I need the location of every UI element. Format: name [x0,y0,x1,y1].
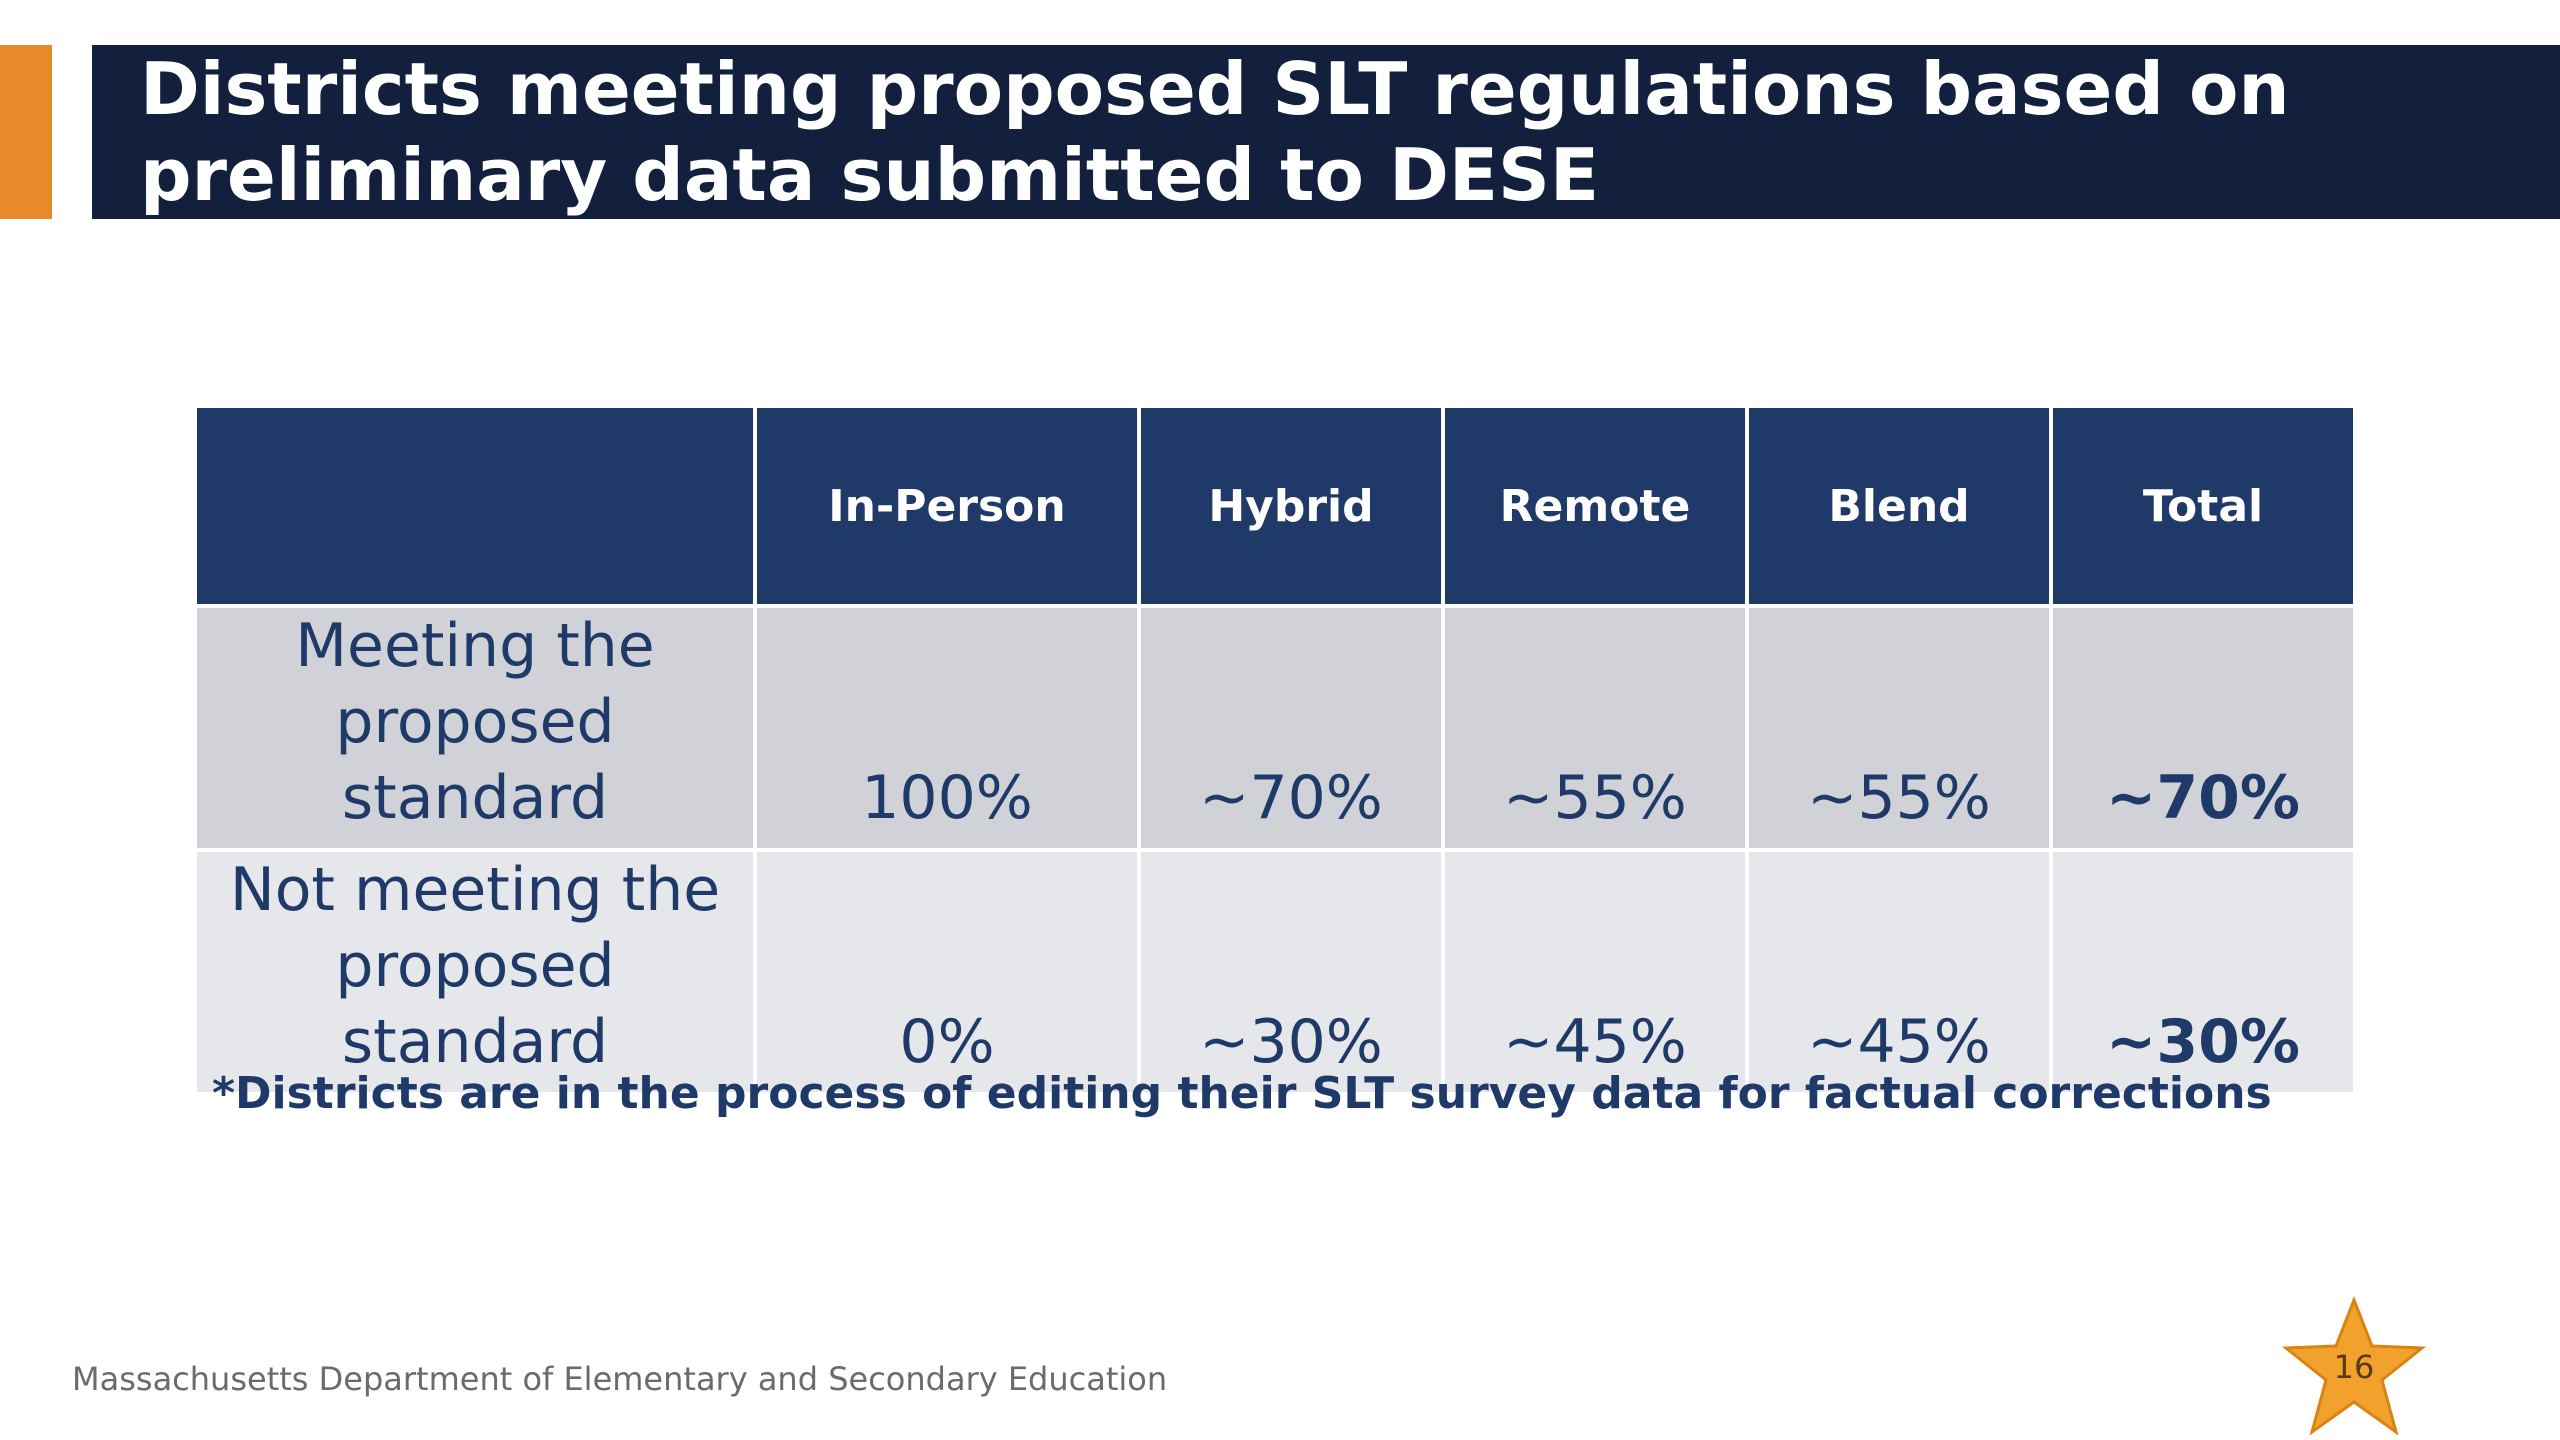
slide-title: Districts meeting proposed SLT regulatio… [140,47,2290,217]
slt-data-table: In-Person Hybrid Remote Blend Total Meet… [193,404,2357,1096]
star-icon [2281,1296,2427,1436]
row-label-meeting: Meeting the proposed standard [197,608,753,848]
footnote: *Districts are in the process of editing… [212,1068,2272,1119]
title-banner: Districts meeting proposed SLT regulatio… [92,45,2560,219]
page-number-badge: 16 [2280,1296,2428,1440]
cell-meeting-hybrid: ~70% [1141,608,1441,848]
header-empty [197,408,753,604]
cell-not-meeting-remote: ~45% [1445,852,1745,1092]
table-header-row: In-Person Hybrid Remote Blend Total [197,408,2353,604]
cell-not-meeting-blend: ~45% [1749,852,2049,1092]
table-row-not-meeting: Not meeting the proposed standard 0% ~30… [197,852,2353,1092]
cell-not-meeting-total: ~30% [2053,852,2353,1092]
header-total: Total [2053,408,2353,604]
cell-not-meeting-hybrid: ~30% [1141,852,1441,1092]
cell-meeting-blend: ~55% [1749,608,2049,848]
table-row-meeting: Meeting the proposed standard 100% ~70% … [197,608,2353,848]
row-label-not-meeting: Not meeting the proposed standard [197,852,753,1092]
footer-organization: Massachusetts Department of Elementary a… [72,1360,1168,1398]
header-hybrid: Hybrid [1141,408,1441,604]
cell-meeting-in-person: 100% [757,608,1137,848]
header-remote: Remote [1445,408,1745,604]
cell-not-meeting-in-person: 0% [757,852,1137,1092]
cell-meeting-total: ~70% [2053,608,2353,848]
page-number: 16 [2333,1348,2375,1386]
header-blend: Blend [1749,408,2049,604]
cell-meeting-remote: ~55% [1445,608,1745,848]
header-in-person: In-Person [757,408,1137,604]
title-accent-bar [0,45,52,219]
